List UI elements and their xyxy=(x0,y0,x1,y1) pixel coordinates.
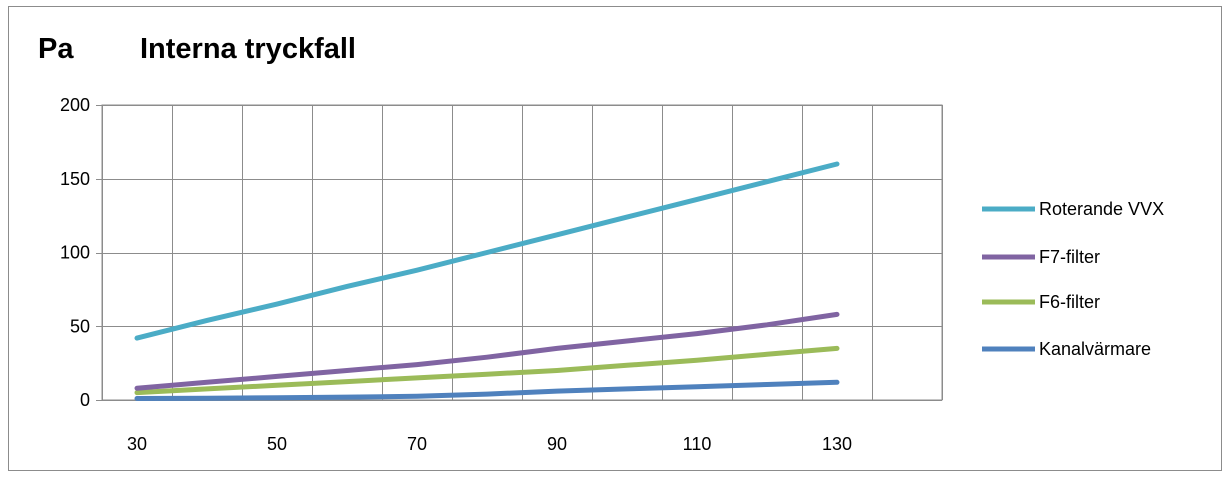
y-tick-label: 200 xyxy=(60,95,90,115)
x-tick-label: 30 xyxy=(127,434,147,454)
x-tick-label: 110 xyxy=(683,434,712,454)
series-line xyxy=(134,345,840,396)
legend: Roterande VVX F7-filter F6-filter Kanalvärm… xyxy=(982,199,1164,359)
legend-label: F6-filter xyxy=(1039,292,1100,312)
chart-title: Interna tryckfall xyxy=(140,33,356,65)
x-tick-label: 70 xyxy=(407,434,427,454)
legend-label: Roterande VVX xyxy=(1039,199,1164,219)
x-tick-label: 130 xyxy=(822,434,852,454)
y-tick-label: 150 xyxy=(60,169,90,189)
legend-label: Kanalvärmare xyxy=(1039,339,1151,359)
y-tick-label: 100 xyxy=(60,243,90,263)
y-tick-label: 50 xyxy=(70,316,90,336)
y-axis-title: Pa xyxy=(38,33,74,65)
x-tick-label: 90 xyxy=(547,434,567,454)
series-line xyxy=(134,311,840,391)
plot-area: 0 50 100 150 200 30 50 70 90 110 130 xyxy=(60,95,943,454)
legend-label: F7-filter xyxy=(1039,247,1100,267)
x-tick-label: 50 xyxy=(267,434,287,454)
series-line xyxy=(134,161,840,341)
series-line xyxy=(134,379,840,401)
y-tick-label: 0 xyxy=(80,390,90,410)
